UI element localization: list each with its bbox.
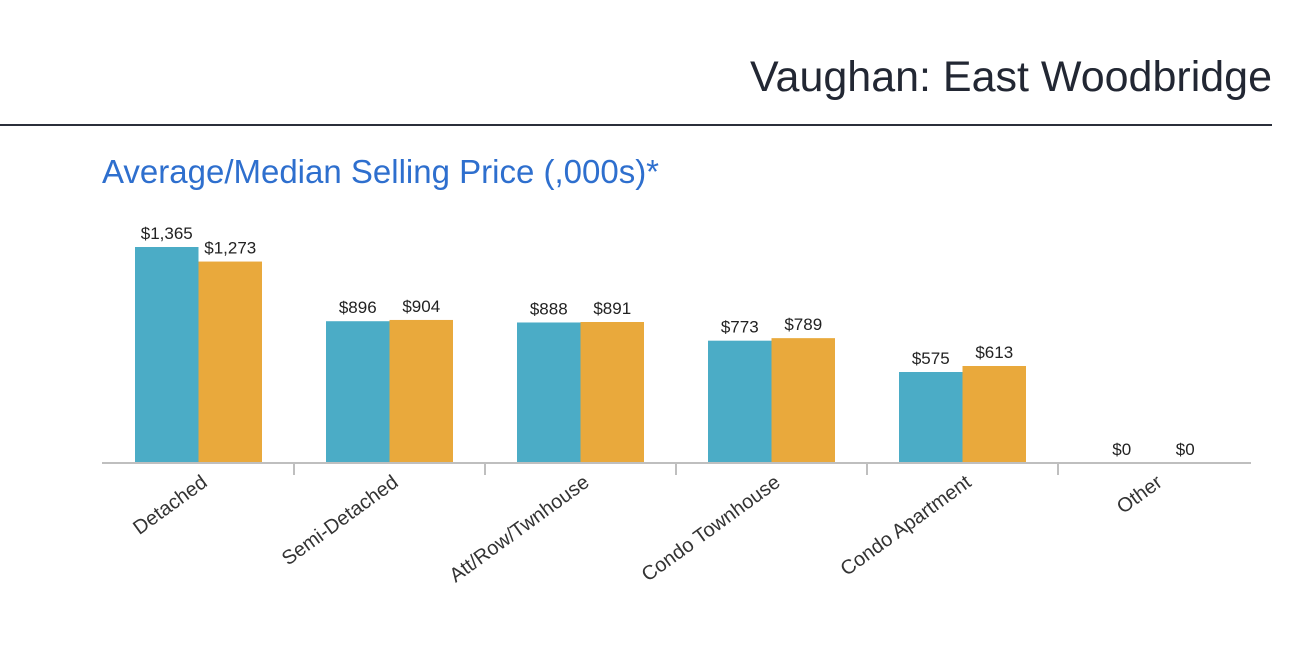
- data-label: $613: [975, 343, 1013, 362]
- bar-1-4: [708, 340, 772, 463]
- data-label: $904: [402, 297, 440, 316]
- category-label: Detached: [129, 471, 211, 539]
- bar-2-2: [389, 319, 453, 463]
- data-label: $773: [721, 318, 759, 337]
- bar-1-1: [135, 247, 199, 463]
- category-label: Semi-Detached: [278, 471, 402, 570]
- bar-2-4: [771, 338, 835, 463]
- category-label: Condo Apartment: [837, 471, 976, 581]
- data-label: $789: [784, 315, 822, 334]
- data-label: $1,273: [204, 239, 256, 258]
- category-label: Att/Row/Twnhouse: [446, 471, 594, 587]
- page-title: Vaughan: East Woodbridge: [750, 53, 1272, 101]
- bar-2-1: [198, 261, 262, 463]
- category-label: Condo Townhouse: [638, 471, 785, 586]
- data-label: $896: [339, 298, 377, 317]
- bar-1-3: [517, 322, 581, 463]
- data-labels-group: $1,365 $1,273 $896 $904 $888 $891 $773 $789 $575…: [141, 224, 1195, 459]
- x-axis: [102, 462, 1251, 475]
- category-labels-group: Detached Semi-Detached Att/Row/Twnhouse Con…: [129, 471, 1166, 587]
- bar-1-2: [326, 321, 390, 463]
- bar-2-3: [580, 322, 644, 463]
- data-label: $0: [1112, 440, 1131, 459]
- chart-title: Average/Median Selling Price (,000s)*: [102, 153, 660, 190]
- header-divider: [0, 124, 1272, 126]
- data-label: $891: [593, 299, 631, 318]
- data-label: $0: [1176, 440, 1195, 459]
- data-label: $575: [912, 349, 950, 368]
- bar-1-5: [899, 372, 963, 463]
- category-label: Other: [1113, 471, 1167, 518]
- bars-group: [135, 247, 1026, 463]
- data-label: $888: [530, 299, 568, 318]
- bar-2-5: [962, 365, 1026, 463]
- data-label: $1,365: [141, 224, 193, 243]
